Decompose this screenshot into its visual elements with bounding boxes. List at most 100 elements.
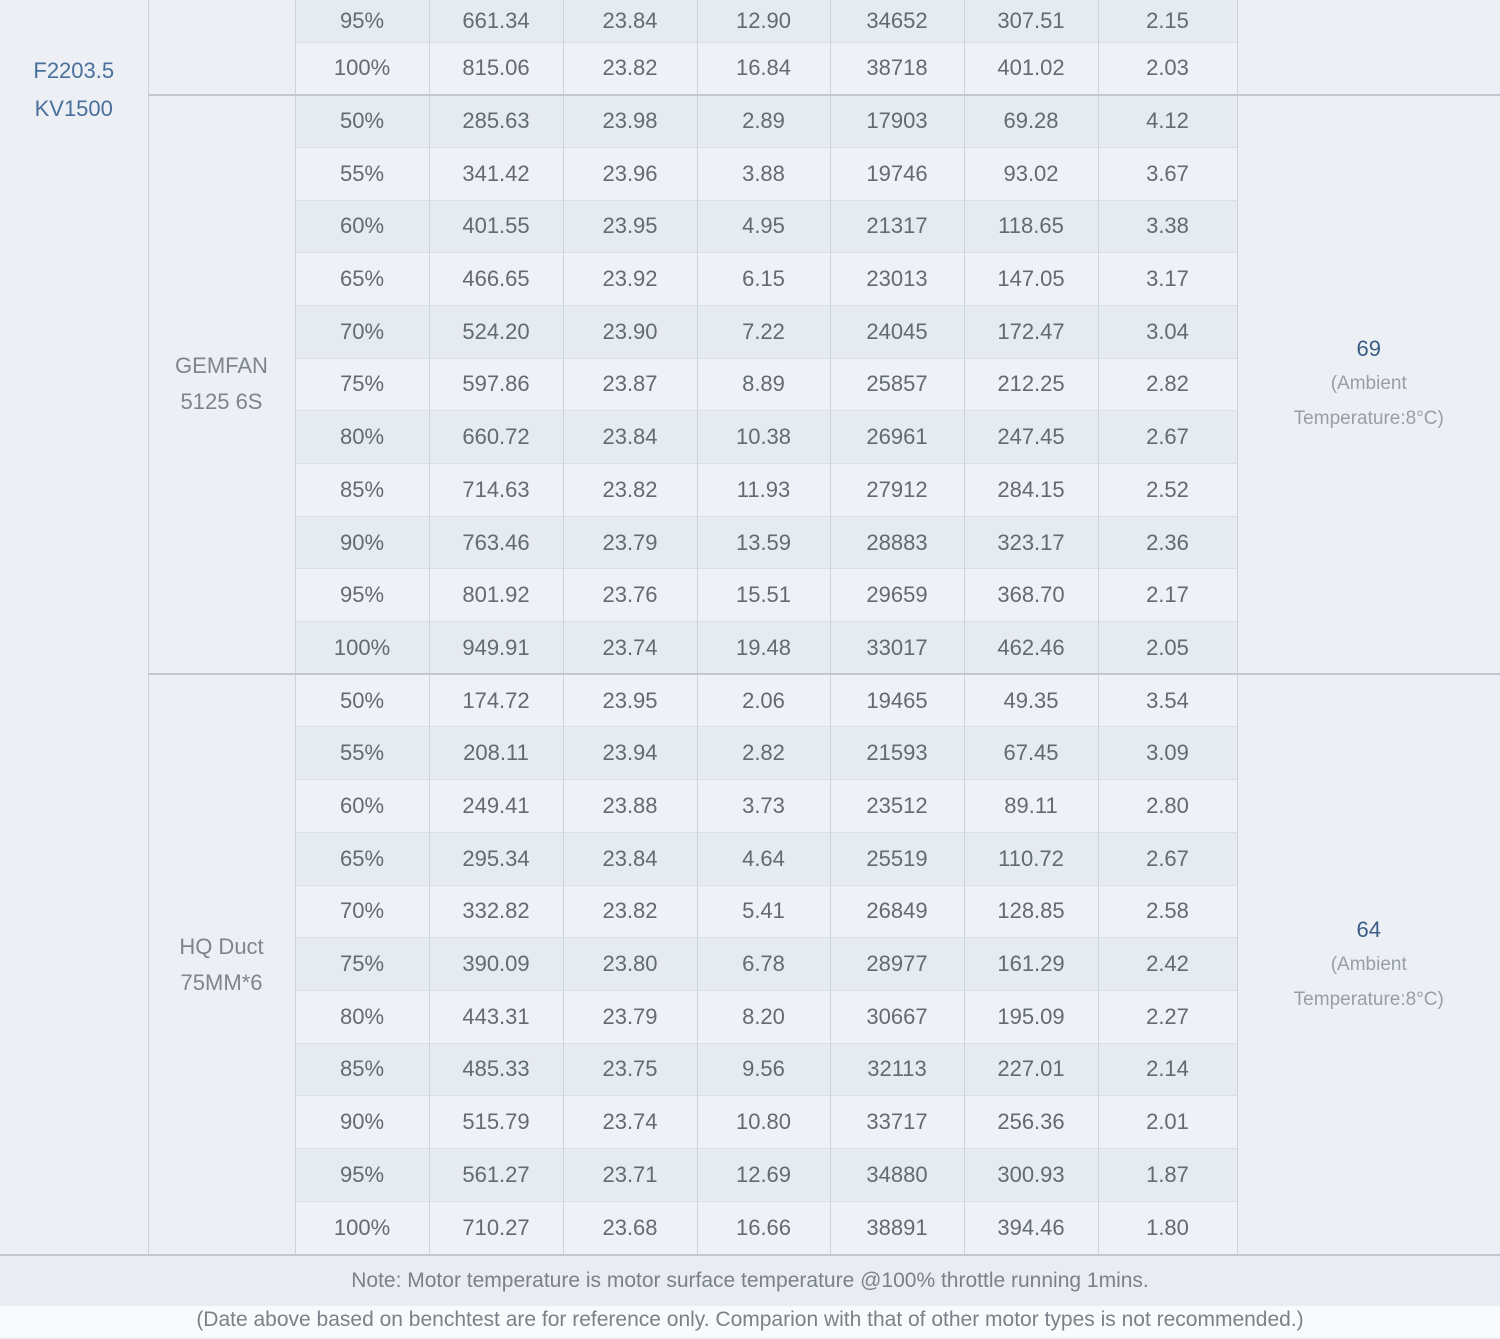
propeller-name-cell: [148, 0, 296, 95]
table-row: F2203.5 KV1500 95% 661.34 23.84 12.90 34652 30…: [0, 0, 1500, 1254]
throttle-cell: 65%: [295, 831, 430, 885]
throttle-cell: 95%: [295, 0, 430, 42]
motor-temperature-cell: 64 (Ambient Temperature:8°C): [1237, 673, 1500, 1254]
throttle-cell: 85%: [295, 463, 430, 517]
efficiency-cell: 2.03: [1098, 41, 1238, 95]
efficiency-cell: 1.87: [1098, 1147, 1238, 1202]
power-cell: 247.45: [964, 410, 1099, 464]
current-cell: 3.73: [697, 779, 831, 833]
propeller-name-cell: GEMFAN 5125 6S: [148, 93, 296, 675]
throttle-cell: 60%: [295, 779, 430, 833]
voltage-cell: 23.76: [563, 568, 698, 622]
efficiency-cell: 3.04: [1098, 304, 1238, 359]
throttle-cell: 50%: [295, 93, 430, 148]
power-cell: 89.11: [964, 779, 1099, 833]
voltage-cell: 23.96: [563, 146, 698, 201]
current-cell: 6.15: [697, 252, 831, 306]
current-cell: 10.38: [697, 410, 831, 464]
table-row: HQ Duct 75MM*6 50% 174.72 23.95 2.06 19465 49.…: [0, 673, 1500, 1254]
table-row: 80% 660.72 23.84 10.38 26961 247.45 2.67: [0, 410, 1500, 464]
rpm-cell: 29659: [830, 568, 965, 622]
efficiency-cell: 2.58: [1098, 884, 1238, 938]
efficiency-cell: 2.17: [1098, 568, 1238, 622]
footer-note-disclaimer: (Date above based on benchtest are for r…: [0, 1305, 1500, 1337]
power-cell: 161.29: [964, 937, 1099, 991]
voltage-cell: 23.94: [563, 726, 698, 780]
voltage-cell: 23.98: [563, 93, 698, 148]
voltage-cell: 23.79: [563, 989, 698, 1044]
thrust-cell: 597.86: [429, 357, 564, 411]
power-cell: 49.35: [964, 673, 1099, 727]
table-row: 75% 390.09 23.80 6.78 28977 161.29 2.42: [0, 937, 1500, 991]
efficiency-cell: 4.12: [1098, 93, 1238, 148]
power-cell: 368.70: [964, 568, 1099, 622]
throttle-cell: 80%: [295, 989, 430, 1044]
current-cell: 11.93: [697, 463, 831, 517]
voltage-cell: 23.82: [563, 463, 698, 517]
throttle-cell: 75%: [295, 937, 430, 991]
table-row: 60% 249.41 23.88 3.73 23512 89.11 2.80: [0, 779, 1500, 833]
voltage-cell: 23.68: [563, 1200, 698, 1254]
current-cell: 4.64: [697, 831, 831, 885]
throttle-cell: 95%: [295, 568, 430, 622]
ambient-temperature-note: (Ambient Temperature:8°C): [1293, 373, 1444, 430]
thrust-cell: 295.34: [429, 831, 564, 885]
throttle-cell: 100%: [295, 621, 430, 675]
motor-name-cell: F2203.5 KV1500: [0, 0, 149, 1254]
efficiency-cell: 1.80: [1098, 1200, 1238, 1254]
throttle-cell: 70%: [295, 304, 430, 359]
efficiency-cell: 2.67: [1098, 410, 1238, 464]
thrust-cell: 561.27: [429, 1147, 564, 1202]
thrust-cell: 763.46: [429, 515, 564, 569]
voltage-cell: 23.88: [563, 779, 698, 833]
rpm-cell: 27912: [830, 463, 965, 517]
voltage-cell: 23.95: [563, 199, 698, 253]
throttle-cell: 95%: [295, 1147, 430, 1202]
power-cell: 401.02: [964, 41, 1099, 95]
power-cell: 195.09: [964, 989, 1099, 1044]
thrust-cell: 249.41: [429, 779, 564, 833]
thrust-cell: 515.79: [429, 1095, 564, 1149]
thrust-cell: 485.33: [429, 1042, 564, 1096]
current-cell: 8.89: [697, 357, 831, 411]
efficiency-cell: 2.01: [1098, 1095, 1238, 1149]
table-row: 55% 341.42 23.96 3.88 19746 93.02 3.67: [0, 146, 1500, 201]
current-cell: 3.88: [697, 146, 831, 201]
thrust-cell: 332.82: [429, 884, 564, 938]
throttle-cell: 60%: [295, 199, 430, 253]
current-cell: 2.89: [697, 93, 831, 148]
footer-note-motor-temperature: Note: Motor temperature is motor surface…: [0, 1253, 1500, 1306]
table-row: 85% 485.33 23.75 9.56 32113 227.01 2.14: [0, 1042, 1500, 1096]
voltage-cell: 23.87: [563, 357, 698, 411]
throttle-cell: 50%: [295, 673, 430, 727]
thrust-cell: 661.34: [429, 0, 564, 42]
power-cell: 128.85: [964, 884, 1099, 938]
throttle-cell: 100%: [295, 41, 430, 95]
table-row: 70% 332.82 23.82 5.41 26849 128.85 2.58: [0, 884, 1500, 938]
current-cell: 12.69: [697, 1147, 831, 1202]
voltage-cell: 23.84: [563, 410, 698, 464]
current-cell: 7.22: [697, 304, 831, 359]
throttle-cell: 70%: [295, 884, 430, 938]
efficiency-cell: 2.14: [1098, 1042, 1238, 1096]
efficiency-cell: 3.54: [1098, 673, 1238, 727]
rpm-cell: 30667: [830, 989, 965, 1044]
voltage-cell: 23.92: [563, 252, 698, 306]
efficiency-cell: 2.52: [1098, 463, 1238, 517]
rpm-cell: 34652: [830, 0, 965, 42]
rpm-cell: 28977: [830, 937, 965, 991]
efficiency-cell: 3.09: [1098, 726, 1238, 780]
power-cell: 256.36: [964, 1095, 1099, 1149]
rpm-cell: 21317: [830, 199, 965, 253]
propeller-name-cell: HQ Duct 75MM*6: [148, 673, 296, 1254]
power-cell: 147.05: [964, 252, 1099, 306]
rpm-cell: 17903: [830, 93, 965, 148]
efficiency-cell: 2.42: [1098, 937, 1238, 991]
voltage-cell: 23.80: [563, 937, 698, 991]
current-cell: 4.95: [697, 199, 831, 253]
table-row: 95% 561.27 23.71 12.69 34880 300.93 1.87: [0, 1147, 1500, 1202]
efficiency-cell: 2.67: [1098, 831, 1238, 885]
current-cell: 9.56: [697, 1042, 831, 1096]
current-cell: 19.48: [697, 621, 831, 675]
efficiency-cell: 3.67: [1098, 146, 1238, 201]
